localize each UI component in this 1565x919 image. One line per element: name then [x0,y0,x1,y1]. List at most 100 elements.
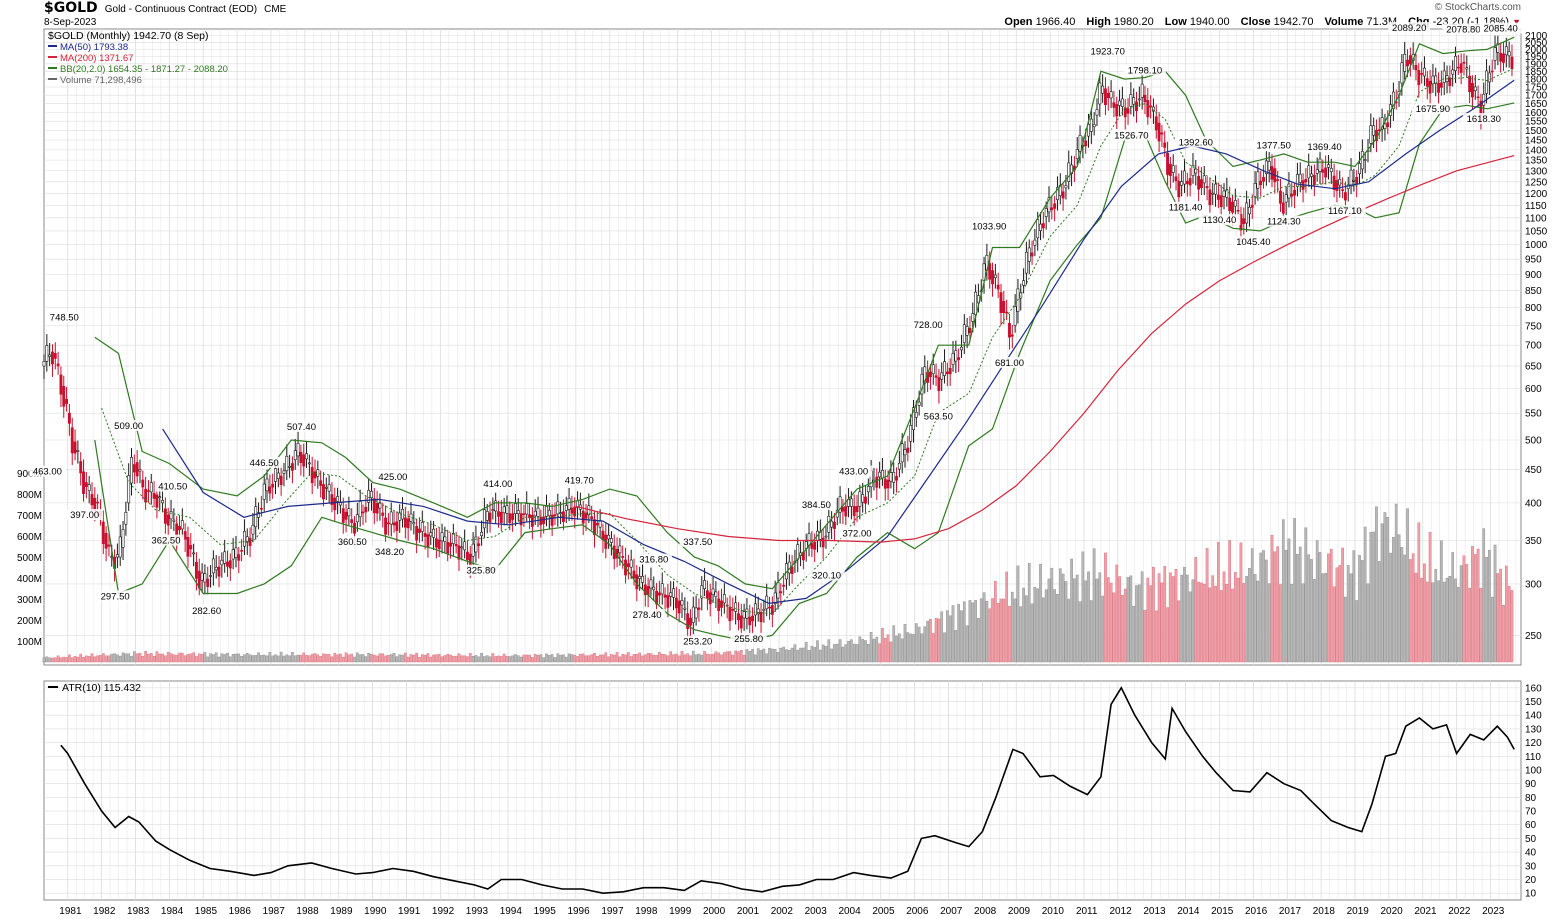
candle-body [711,588,715,596]
price-annotation: 681.00 [995,358,1024,369]
candle-body [581,510,585,524]
candle-body [1211,192,1215,195]
candle-body [1451,69,1455,75]
candle-body [652,586,656,590]
price-annotation: 2078.80 [1446,24,1480,35]
volume-bar [138,652,142,663]
bollinger-upper-line [94,36,1515,590]
volume-bar [514,654,517,663]
candle-body [200,572,204,581]
price-annotation: 255.80 [734,634,763,645]
candle-body [226,561,229,567]
volume-bar [1307,554,1311,663]
candle-body [384,517,388,535]
price-annotation: 1392.60 [1179,137,1213,148]
volume-bar [231,654,235,663]
volume-bar [192,652,195,663]
candle-body [440,532,444,542]
volume-bar [621,653,625,663]
price-annotation: 325.80 [466,566,495,577]
candle-body [881,470,884,479]
candle-body [1222,190,1226,197]
candle-body [45,345,49,362]
candle-body [254,506,258,528]
volume-bar [1372,531,1375,663]
candle-body [1044,208,1048,217]
volume-bar [883,637,887,663]
candle-body [999,292,1003,313]
annotation-bg [1388,22,1431,34]
y-tick-label-price: 550 [1525,409,1542,420]
price-annotation: 1675.90 [1416,104,1450,115]
y-tick-label-price: 400 [1525,498,1542,509]
volume-bar [135,653,139,663]
volume-bar [779,647,783,663]
candle-body [1166,152,1169,175]
candle-body [928,371,932,378]
candle-body [1442,70,1446,83]
candle-body [934,375,938,378]
candle-body [1471,82,1474,98]
volume-bar [892,625,896,663]
candle-body [1431,75,1435,85]
volume-bar [183,655,187,663]
y-tick-label-price: 1900 [1525,59,1548,70]
volume-bar [1169,572,1172,663]
candle-body [375,503,379,514]
candle-body [807,533,811,546]
volume-bar [519,656,523,663]
candle-body [305,453,308,460]
volume-bar [409,654,413,663]
candle-body [147,490,150,492]
volume-bar [999,598,1003,663]
volume-bar [1383,512,1387,663]
volume-bar [689,655,692,663]
x-tick-label-year: 2001 [737,906,760,917]
volume-bar [691,650,695,663]
volume-bar [1053,589,1056,663]
price-annotation: 278.40 [632,610,661,621]
candle-body [415,526,419,541]
volume-bar [711,653,715,663]
volume-bar [432,654,435,663]
volume-bar [759,650,763,663]
candle-body [1414,65,1418,71]
volume-bar [406,656,410,663]
volume-bar [864,640,867,663]
volume-bar [240,655,243,663]
volume-bar [358,654,362,663]
volume-bar [934,618,938,663]
candle-body [206,578,210,587]
price-annotation: 320.10 [812,571,841,582]
candle-body [370,491,373,499]
candle-body [1504,46,1508,56]
y-tick-label-price: 2100 [1525,31,1548,42]
volume-bar [1335,567,1339,663]
volume-bar [1112,592,1116,663]
volume-bar [1259,552,1263,663]
candle-body [96,501,100,504]
volume-bar [384,655,387,663]
x-tick-label-year: 1981 [59,906,82,917]
volume-bar [844,644,848,663]
candle-body [878,471,882,478]
candle-body [319,480,323,486]
x-tick-label-year: 1986 [229,906,252,917]
volume-bar [1341,547,1344,663]
candle-body [514,503,517,514]
volume-bar [1270,534,1274,663]
volume-bar [1420,577,1423,663]
candle-body [1106,93,1110,99]
volume-bar [477,656,481,663]
volume-bar [1485,557,1488,663]
volume-bar [1256,580,1260,663]
volume-bar [1171,576,1175,663]
candle-body [237,554,241,561]
y-tick-label-price: 950 [1525,255,1542,266]
annotation-bg [1412,103,1454,115]
candle-body [1089,118,1093,132]
candle-body [912,407,915,430]
candle-body [403,517,407,528]
annotation-bg [1232,236,1275,248]
